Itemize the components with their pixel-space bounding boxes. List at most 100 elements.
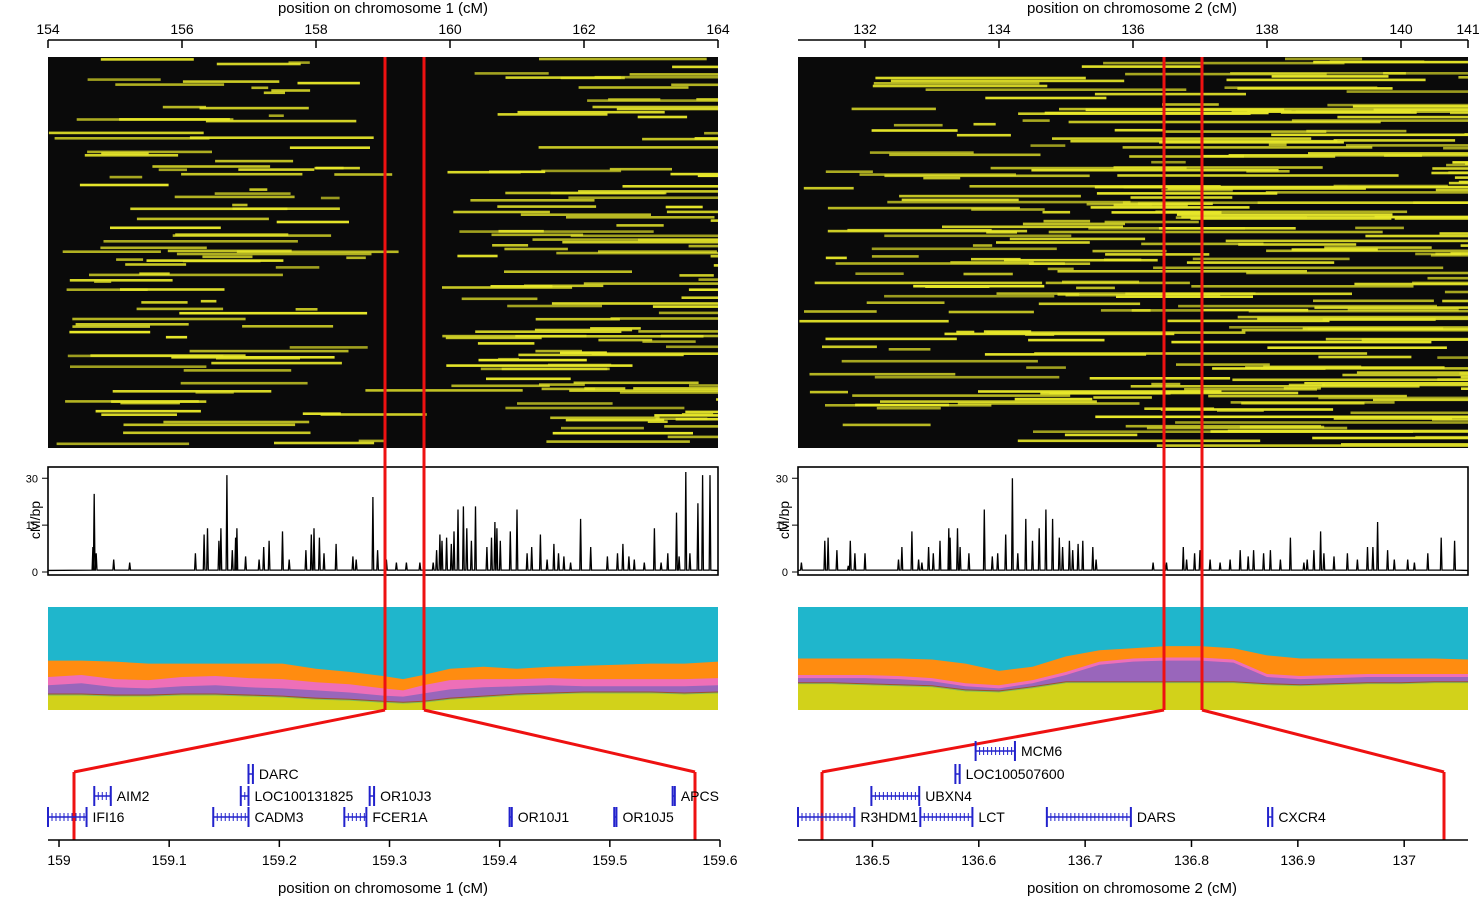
- haplotype-segment: [893, 123, 943, 127]
- haplotype-segment: [986, 331, 1246, 334]
- haplotype-segment: [1094, 92, 1246, 96]
- haplotype-segment: [1113, 166, 1323, 169]
- haplotype-segment: [1092, 249, 1167, 253]
- haplotype-segment: [447, 170, 521, 174]
- haplotype-segment: [679, 274, 714, 277]
- haplotype-segment: [859, 173, 1016, 176]
- haplotype-segment: [451, 384, 550, 388]
- haplotype-segment: [1105, 253, 1210, 256]
- haplotype-segment: [809, 390, 848, 394]
- haplotype-segment: [1448, 181, 1468, 185]
- haplotype-segment: [884, 234, 1072, 238]
- top-axis-tick-label: 132: [853, 21, 877, 37]
- top-axis-tick-label: 158: [304, 21, 328, 37]
- haplotype-segment: [971, 208, 1045, 211]
- haplotype-segment: [1116, 295, 1253, 298]
- haplotype-segment: [847, 228, 992, 232]
- haplotype-segment: [1130, 385, 1420, 388]
- haplotype-segment: [1181, 215, 1468, 219]
- haplotype-segment: [1241, 401, 1365, 405]
- haplotype-segment: [123, 431, 311, 435]
- haplotype-segment: [534, 328, 633, 332]
- haplotype-segment: [214, 192, 291, 195]
- haplotype-segment: [873, 82, 1040, 85]
- haplotype-segment: [561, 426, 644, 430]
- haplotype-segment: [638, 330, 718, 333]
- haplotype-segment: [710, 219, 718, 222]
- density-ylabel-chr1: cM/bp: [27, 501, 43, 539]
- haplotype-segment: [1265, 191, 1468, 194]
- haplotype-segment: [1217, 409, 1264, 412]
- haplotype-segment: [84, 154, 179, 157]
- ancestry-proportions-chr2: [798, 607, 1468, 710]
- recombination-density-chr1: cM/bp 0 15 30: [26, 466, 719, 579]
- gene-label: R3HDM1: [860, 809, 918, 825]
- haplotype-segment: [459, 230, 654, 233]
- haplotype-segment: [568, 196, 718, 199]
- haplotype-segment: [1057, 270, 1307, 273]
- haplotype-segment: [110, 226, 221, 230]
- haplotype-segment: [541, 387, 596, 391]
- haplotype-segment: [1247, 110, 1292, 113]
- density-line: [47, 471, 719, 572]
- top-axis-tick-label: 140: [1389, 21, 1413, 37]
- haplotype-segment: [546, 440, 690, 443]
- recombination-density-chr2: cM/bp 0 15 30: [776, 466, 1469, 579]
- haplotype-segment: [1246, 170, 1290, 173]
- haplotype-segment: [1076, 286, 1115, 290]
- haplotype-segment: [232, 203, 248, 207]
- haplotype-segment: [1014, 397, 1093, 401]
- haplotype-segment: [1230, 72, 1468, 75]
- haplotype-segment: [1461, 387, 1468, 390]
- haplotype-segment: [1162, 103, 1219, 106]
- haplotype-segment: [139, 272, 170, 275]
- density-frame: [47, 466, 719, 576]
- haplotype-segment: [111, 400, 207, 403]
- haplotype-segment: [1460, 375, 1468, 379]
- bottom-axis-title-chr1: position on chromosome 1 (cM): [278, 880, 488, 897]
- haplotype-segment: [101, 152, 149, 155]
- haplotype-segment: [115, 83, 225, 86]
- haplotype-segment: [109, 175, 143, 179]
- gene-label: FCER1A: [372, 809, 428, 825]
- haplotype-segment: [1191, 285, 1414, 288]
- haplotype-segment: [1347, 308, 1459, 311]
- haplotype-segment: [475, 330, 622, 333]
- density-line: [797, 478, 1469, 572]
- haplotype-segment: [1448, 171, 1468, 174]
- haplotype-segment: [971, 257, 1021, 261]
- haplotype-segment: [182, 259, 261, 263]
- haplotype-segment: [538, 146, 718, 149]
- haplotype-segment: [478, 358, 587, 362]
- zoom-line-diagonal: [423, 708, 696, 774]
- haplotype-segment: [1090, 206, 1250, 209]
- haplotype-segment: [985, 96, 1107, 100]
- density-ytick-label: 30: [26, 473, 38, 485]
- gene-axis-tick-label: 159.1: [152, 852, 187, 868]
- haplotype-segment: [1186, 261, 1335, 264]
- haplotype-segment: [880, 400, 1097, 403]
- haplotype-segment: [442, 334, 587, 338]
- haplotype-segment: [1271, 75, 1389, 78]
- gene-axis-tick-label: 159.6: [702, 852, 737, 868]
- haplotype-segment: [1229, 326, 1468, 329]
- gene-label: LOC100131825: [254, 788, 353, 804]
- gene-label: IFI16: [93, 809, 125, 825]
- haplotype-segment: [584, 387, 626, 390]
- haplotype-segment: [550, 416, 660, 420]
- haplotype-segment: [633, 387, 718, 390]
- haplotype-segment: [101, 413, 177, 416]
- density-ytick-label: 0: [32, 567, 38, 579]
- haplotype-segment: [1171, 340, 1432, 344]
- haplotype-segment: [688, 244, 718, 248]
- haplotype-segment: [1130, 196, 1233, 199]
- haplotype-segment: [647, 420, 668, 423]
- haplotype-segment: [578, 86, 689, 89]
- haplotype-segment: [972, 244, 993, 247]
- haplotype-segment: [598, 250, 717, 253]
- haplotype-segment: [973, 122, 996, 126]
- haplotype-segment: [1161, 188, 1233, 192]
- haplotype-segment: [477, 342, 535, 345]
- haplotype-segment: [1333, 417, 1453, 420]
- haplotype-segment: [100, 246, 207, 250]
